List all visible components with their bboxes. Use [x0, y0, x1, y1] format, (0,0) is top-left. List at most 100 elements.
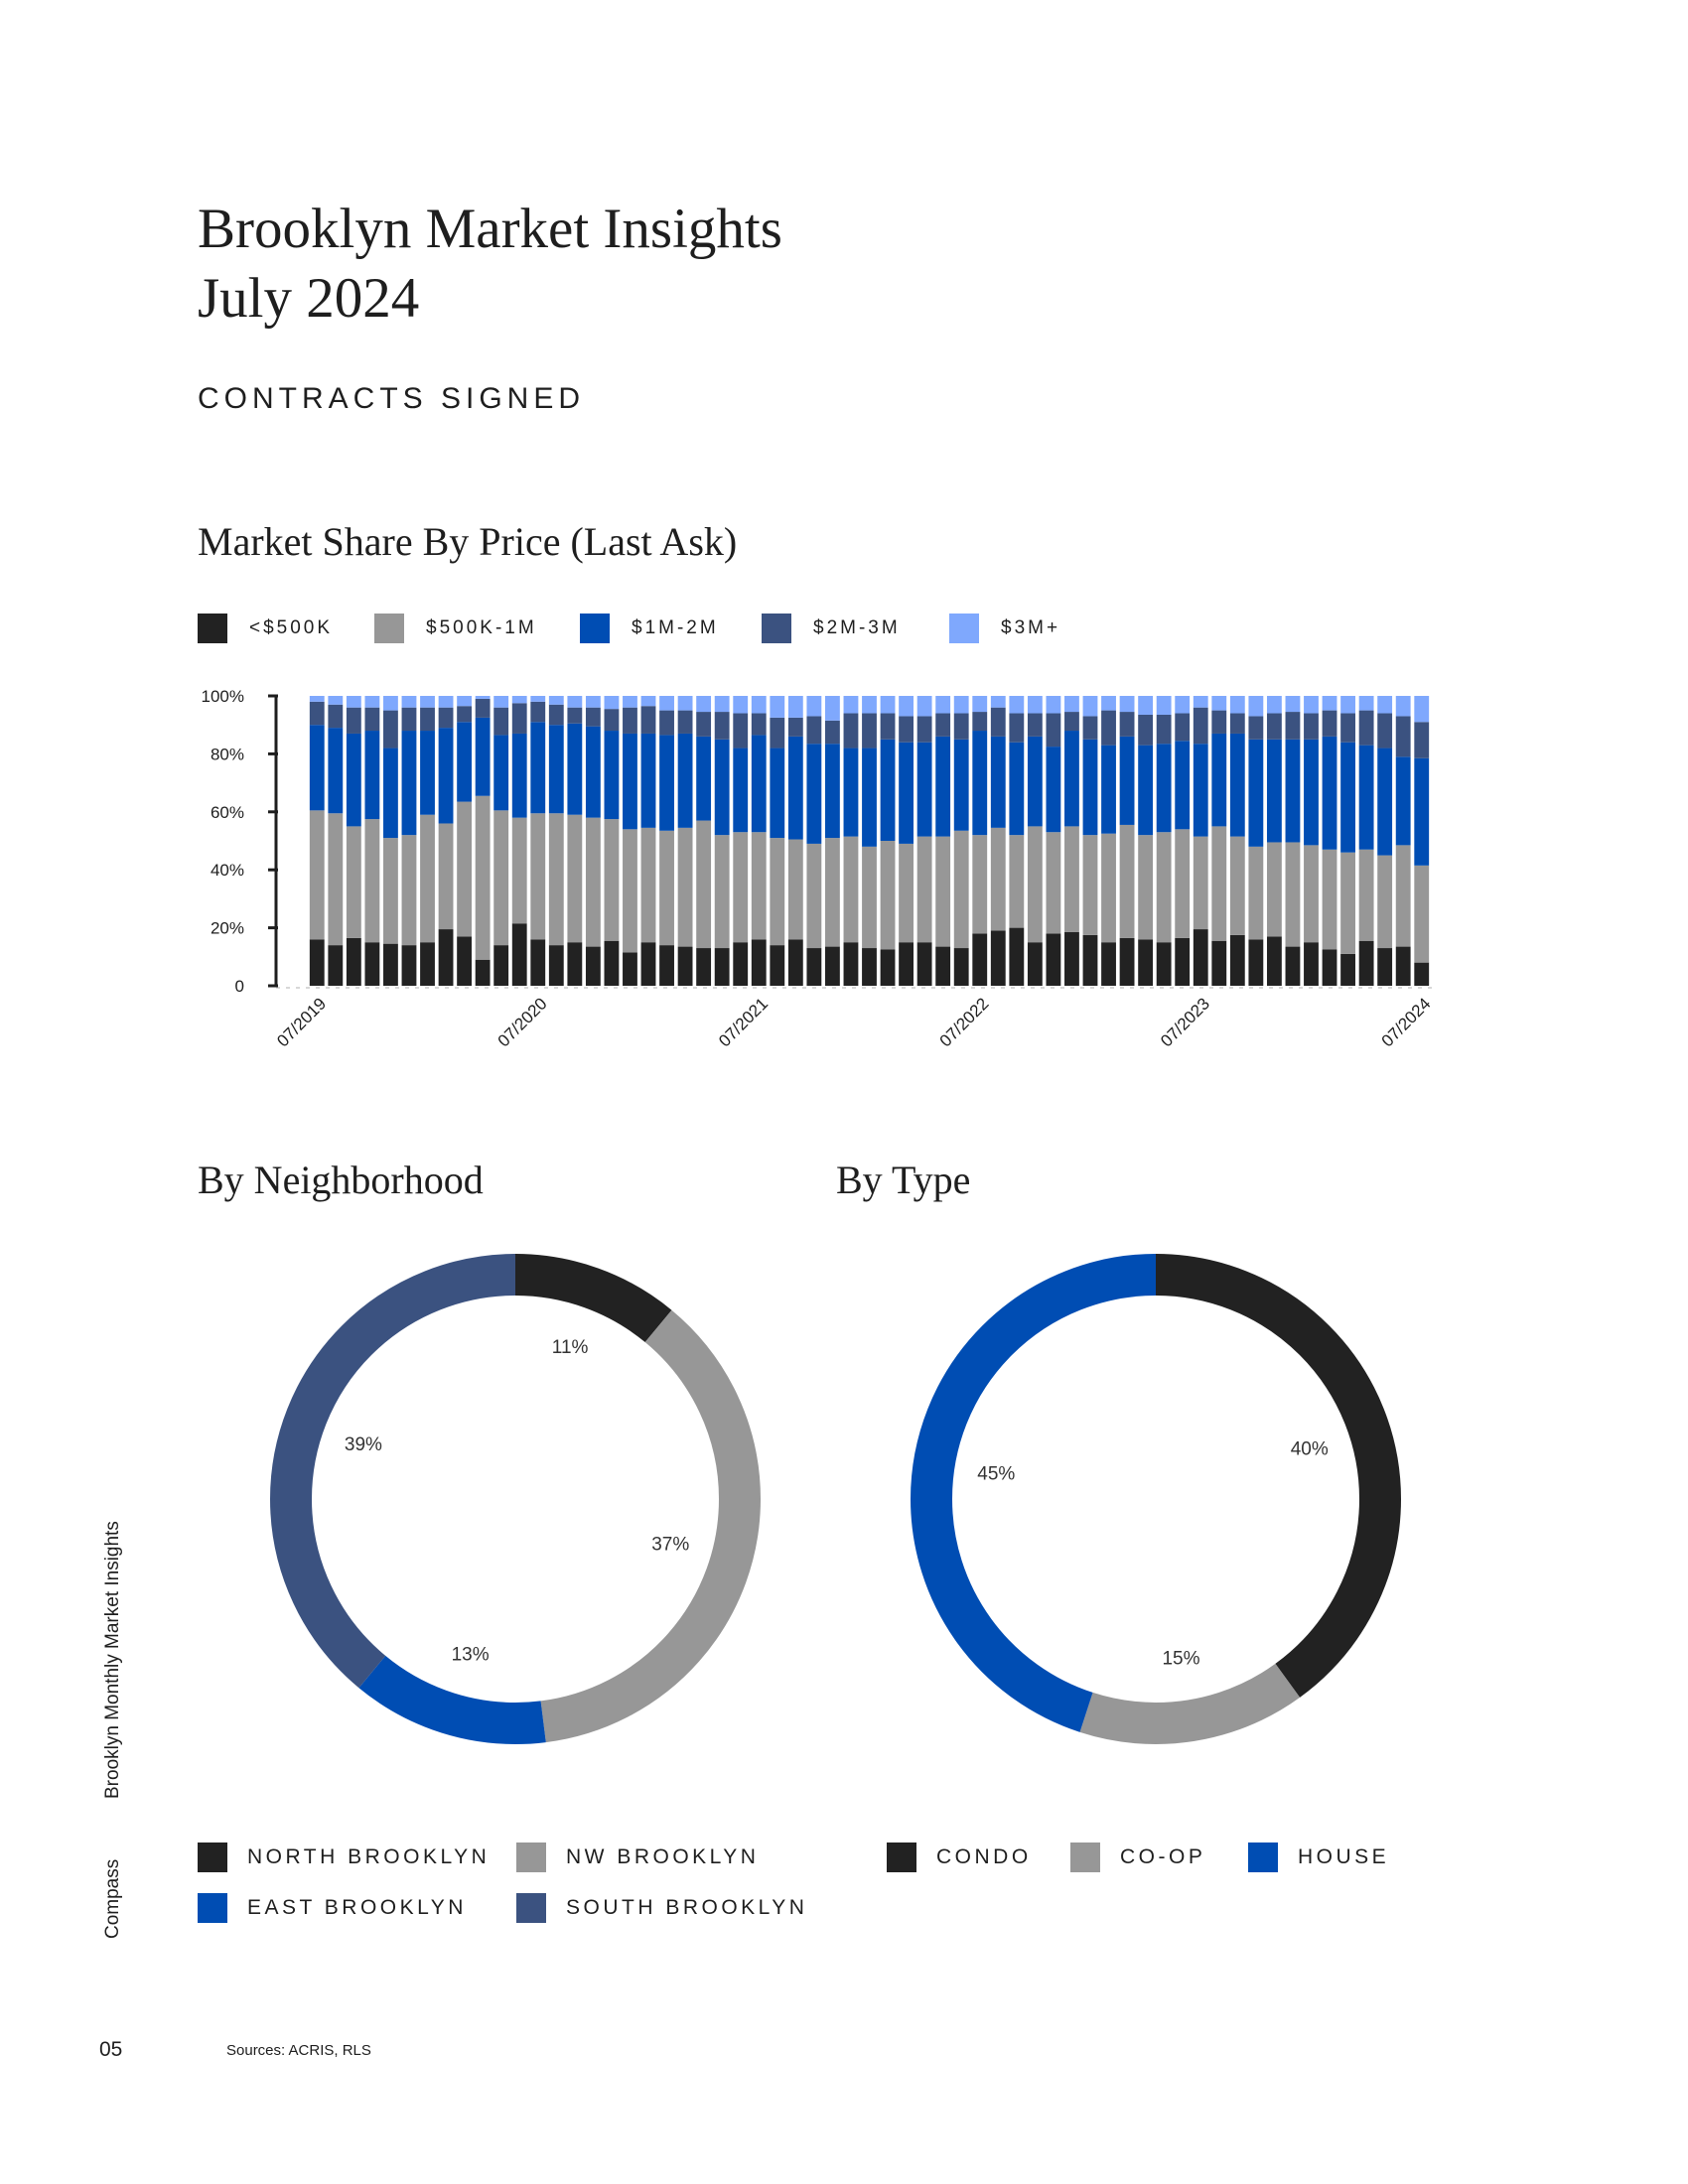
- legend-label: SOUTH BROOKLYN: [566, 1896, 808, 1919]
- bar-segment: [364, 696, 380, 708]
- bar-segment: [383, 748, 398, 839]
- bar-segment: [1082, 696, 1098, 717]
- bar-segment: [623, 696, 637, 708]
- bar-segment: [953, 713, 969, 740]
- bar-segment: [677, 733, 693, 828]
- bar-segment: [457, 722, 473, 802]
- bar-segment: [567, 707, 583, 724]
- y-tick-label: 20%: [211, 919, 244, 938]
- bar-segment: [990, 930, 1006, 986]
- bar-segment: [1340, 953, 1355, 986]
- legend-item-north-brooklyn: NORTH BROOKLYN: [198, 1843, 490, 1872]
- bar-segment: [1377, 948, 1393, 986]
- legend-label: NORTH BROOKLYN: [247, 1845, 491, 1868]
- bar-segment: [1322, 736, 1337, 850]
- title-line-2: July 2024: [198, 267, 420, 330]
- bar-segment: [383, 943, 398, 986]
- bar-segment: [328, 728, 344, 814]
- bar-segment: [1156, 744, 1172, 833]
- bar-segment: [1340, 852, 1355, 954]
- bar-segment: [677, 710, 693, 734]
- x-tick-label: 07/2019: [273, 994, 330, 1050]
- bar-segment: [1248, 939, 1264, 986]
- bar-segment: [751, 713, 767, 736]
- bar-segment: [1266, 713, 1282, 740]
- bar-chart-legend: <$500K $500K-1M $1M-2M $2M-3M $3M+: [198, 614, 1060, 643]
- bar-segment: [309, 939, 325, 986]
- bar-segment: [1414, 962, 1430, 986]
- bar-segment: [1285, 712, 1301, 740]
- bar-segment: [1064, 731, 1079, 827]
- bar-segment: [972, 933, 988, 986]
- bar-segment: [1009, 713, 1025, 743]
- bar-segment: [659, 710, 674, 736]
- bar-segment: [530, 939, 546, 986]
- bar-segment: [457, 936, 473, 986]
- bar-segment: [659, 696, 674, 711]
- bar-segment: [714, 835, 730, 949]
- legend-item-1m-2m: $1M-2M: [580, 614, 762, 643]
- bar-segment: [1156, 832, 1172, 943]
- bar-segment: [1304, 845, 1319, 943]
- x-tick-label: 07/2022: [936, 994, 993, 1050]
- bar-segment: [806, 696, 822, 717]
- bar-segment: [972, 731, 988, 836]
- bar-segment: [862, 696, 877, 714]
- bar-segment: [880, 739, 896, 841]
- bar-segment: [493, 707, 509, 736]
- bar-segment: [1322, 849, 1337, 950]
- bar-segment: [383, 696, 398, 711]
- legend-item-condo: CONDO: [887, 1843, 1032, 1872]
- bar-segment: [1101, 833, 1116, 943]
- bar-segment: [787, 736, 803, 840]
- bar-segment: [1119, 937, 1135, 986]
- bar-segment: [953, 696, 969, 714]
- bar-segment: [328, 813, 344, 946]
- bar-segment: [1046, 696, 1061, 714]
- legend-item-3m-plus: $3M+: [949, 614, 1060, 643]
- legend-swatch: [198, 614, 227, 643]
- title-line-1: Brooklyn Market Insights: [198, 198, 782, 260]
- bar-segment: [787, 939, 803, 986]
- bar-segment: [493, 945, 509, 986]
- bar-segment: [1027, 696, 1043, 714]
- legend-label: EAST BROOKLYN: [247, 1896, 467, 1919]
- bar-segment: [511, 733, 527, 818]
- bar-segment: [567, 942, 583, 986]
- bar-segment: [899, 942, 914, 986]
- x-tick-label: 07/2023: [1157, 994, 1213, 1050]
- bar-segment: [604, 819, 620, 941]
- stacked-bar-chart: 0 20% 40% 60% 80% 100% 07/2019 07/2020 07/2021 07…: [202, 687, 1438, 1050]
- bar-segment: [548, 725, 564, 814]
- bar-segment: [1211, 733, 1227, 827]
- bar-segment: [1266, 739, 1282, 843]
- bar-segment: [383, 838, 398, 944]
- bar-segment: [1193, 929, 1208, 986]
- bar-segment: [1064, 712, 1079, 732]
- bar-segment: [696, 736, 712, 821]
- bar-segment: [623, 733, 637, 830]
- bar-segment: [659, 830, 674, 946]
- donut-slice: [270, 1254, 761, 1744]
- bar-segment: [862, 846, 877, 949]
- sources-note: Sources: ACRIS, RLS: [226, 2042, 371, 2059]
- bar-segment: [1138, 939, 1154, 986]
- bar-segment: [328, 696, 344, 705]
- legend-swatch: [516, 1893, 546, 1923]
- bar-segment: [696, 948, 712, 986]
- bar-segment: [511, 923, 527, 986]
- bar-segment: [1138, 745, 1154, 836]
- bar-chart-title: Market Share By Price (Last Ask): [198, 519, 738, 564]
- bar-segment: [1193, 744, 1208, 837]
- bar-segment: [843, 696, 859, 714]
- bar-segment: [770, 838, 785, 946]
- bar-segment: [585, 946, 601, 986]
- bar-segment: [1322, 696, 1337, 711]
- bar-segment: [1138, 714, 1154, 746]
- bar-segment: [309, 810, 325, 940]
- legend-label: $500K-1M: [426, 617, 537, 638]
- bar-segment: [843, 836, 859, 943]
- bar-segment: [623, 707, 637, 734]
- legend-item-2m-3m: $2M-3M: [762, 614, 949, 643]
- legend-item-east-brooklyn: EAST BROOKLYN: [198, 1893, 467, 1923]
